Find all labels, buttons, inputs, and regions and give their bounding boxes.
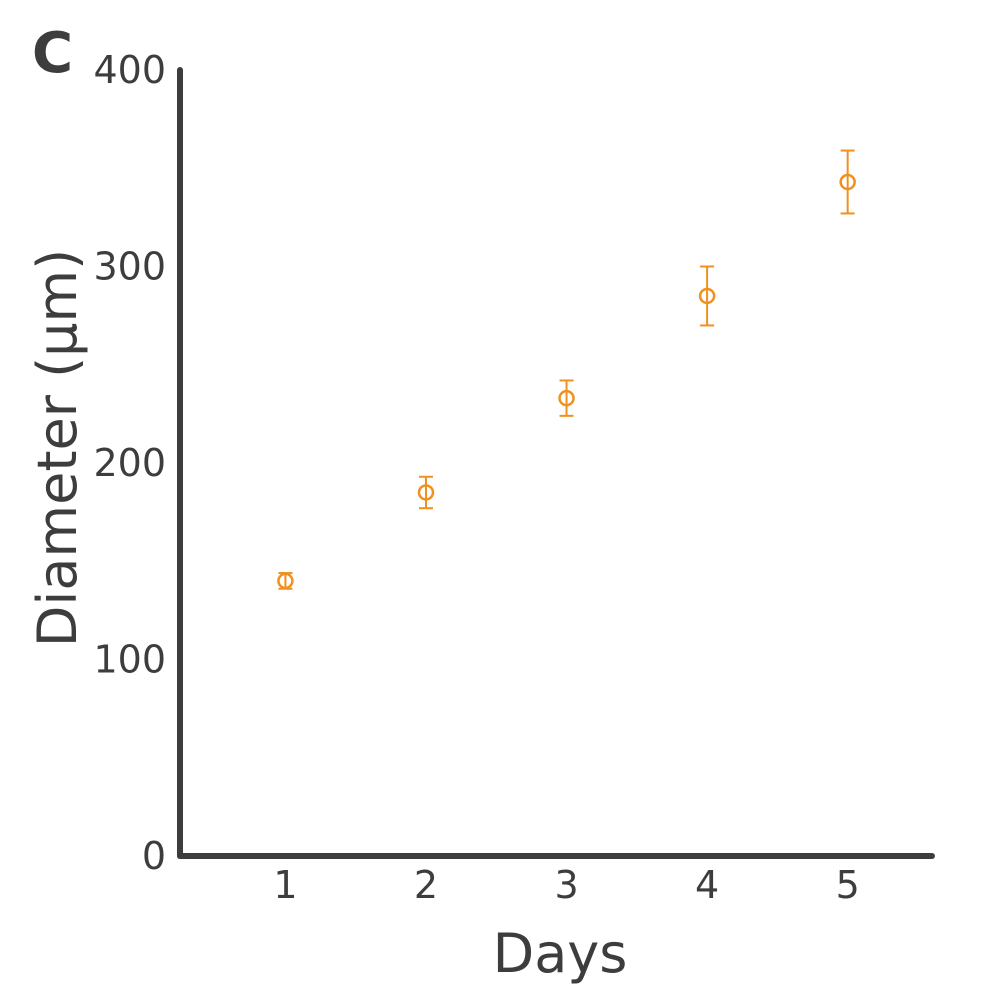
- data-point-group: [277, 572, 294, 590]
- y-axis-ticks: 0 100 200 300 400: [93, 48, 166, 878]
- data-point: [839, 173, 856, 191]
- data-point-group: [417, 475, 435, 510]
- y-tick-label: 400: [93, 48, 166, 92]
- y-tick-label: 100: [93, 638, 166, 682]
- x-tick-label: 3: [554, 863, 578, 907]
- x-axis-title: Days: [493, 922, 628, 985]
- data-points: [277, 149, 856, 590]
- x-tick-label: 5: [836, 863, 860, 907]
- data-point-group: [839, 149, 856, 215]
- data-point: [698, 287, 716, 305]
- y-axis-title: Diameter (µm): [26, 249, 89, 647]
- data-point-group: [698, 265, 716, 327]
- x-tick-label: 4: [695, 863, 719, 907]
- x-axis-ticks: 1 2 3 4 5: [273, 863, 859, 907]
- data-point: [417, 484, 435, 501]
- data-point: [277, 572, 294, 590]
- data-point-group: [558, 379, 575, 417]
- panel-label: C: [32, 21, 73, 86]
- y-tick-label: 200: [93, 441, 166, 485]
- x-tick-label: 2: [414, 863, 438, 907]
- data-point: [558, 389, 575, 407]
- y-tick-label: 0: [142, 834, 166, 878]
- x-tick-label: 1: [273, 863, 297, 907]
- y-tick-label: 300: [93, 245, 166, 289]
